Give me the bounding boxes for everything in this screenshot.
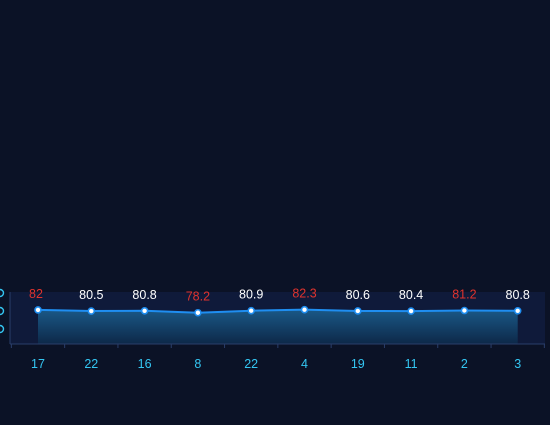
data-point-8[interactable] [460,306,469,315]
y-tick-mark [0,306,5,316]
x-tick-label-6: 19 [351,357,365,371]
data-point-5[interactable] [300,305,309,314]
data-label-3: 78.2 [186,290,210,304]
data-label-8: 81.2 [452,288,476,302]
data-points [34,305,522,317]
data-point-3[interactable] [194,308,202,317]
x-axis-labels: 17 22 16 8 22 4 19 11 2 3 [31,357,521,371]
x-tick-label-5: 4 [301,357,308,371]
data-point-4[interactable] [247,306,255,315]
x-tick-label-2: 16 [138,357,152,371]
x-tick-label-7: 11 [405,357,418,371]
data-point-9[interactable] [513,307,522,315]
x-tick-label-3: 8 [194,357,201,371]
data-point-6[interactable] [353,307,362,315]
x-tick-label-1: 22 [84,357,98,371]
series-line [37,308,518,314]
x-tick-label-8: 2 [461,357,468,371]
data-label-9: 80.8 [506,288,530,302]
data-label-4: 80.9 [239,288,263,302]
y-tick-mark [0,288,5,298]
data-label-2: 80.8 [132,288,156,302]
y-tick-mark [0,324,5,334]
data-point-7[interactable] [407,307,415,315]
data-label-5: 82.3 [292,287,316,301]
data-point-0[interactable] [34,306,42,314]
data-label-6: 80.6 [346,288,370,302]
x-tick-label-0: 17 [31,357,45,371]
x-axis-ticks [10,344,545,348]
area-fill [38,309,518,344]
data-point-2[interactable] [140,307,149,315]
x-tick-label-9: 3 [514,357,521,371]
data-labels: 82 80.5 80.8 78.2 80.9 82.3 80.6 80.4 81.2 80.8 [29,287,530,304]
data-point-1[interactable] [87,307,96,315]
x-tick-label-4: 22 [244,357,258,371]
data-label-7: 80.4 [399,288,423,302]
data-label-0: 82 [29,287,43,301]
y-axis-ticks [0,288,11,344]
data-label-1: 80.5 [79,288,103,302]
